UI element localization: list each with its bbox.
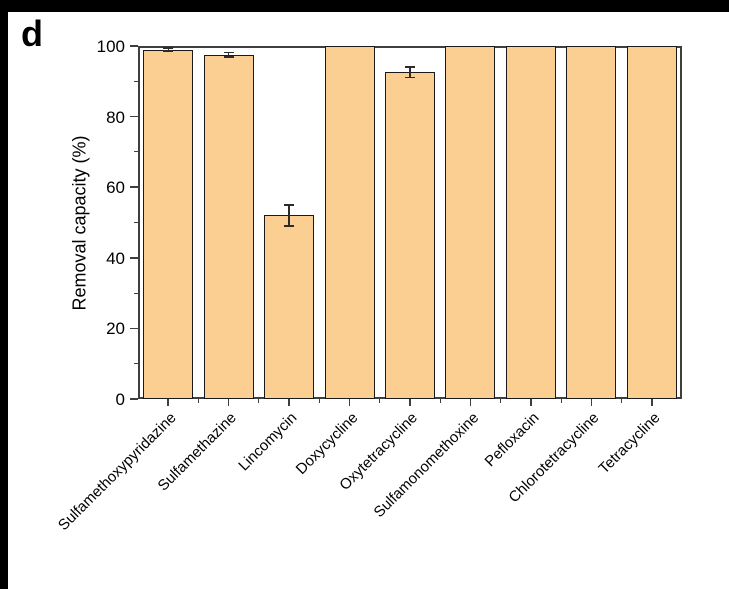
y-axis-tick-label: 40: [106, 248, 125, 268]
x-axis-major-tick: [590, 399, 593, 406]
error-bar-cap: [405, 66, 415, 68]
y-axis-tick-label: 0: [115, 390, 125, 409]
x-axis-major-tick: [530, 399, 532, 406]
error-bar-cap: [163, 47, 174, 49]
bar-doxycycline: [324, 46, 375, 399]
x-axis-major-tick: [409, 399, 411, 406]
x-axis-category-label: Tetracycline: [595, 409, 664, 478]
y-axis-minor-tick: [133, 221, 138, 224]
y-axis-minor-tick: [133, 151, 138, 153]
x-axis-category-label: Sulfamonomethoxine: [370, 409, 482, 521]
x-axis-major-tick: [167, 399, 169, 406]
error-bar-cap: [284, 225, 295, 227]
x-axis-minor-tick: [379, 399, 381, 403]
error-bar: [227, 52, 230, 57]
y-axis-tick-label: 60: [106, 178, 125, 198]
x-axis-category-label: Lincomycin: [235, 409, 301, 475]
x-axis-minor-tick: [318, 399, 320, 403]
bar-chlorotetracycline: [566, 46, 617, 399]
error-bar-cap: [163, 50, 174, 52]
x-axis-minor-tick: [197, 399, 200, 403]
bar-pefloxacin: [505, 46, 556, 399]
y-axis-minor-tick: [133, 292, 138, 294]
x-axis-minor-tick: [560, 399, 562, 403]
y-axis-title: Removal capacity (%): [69, 134, 90, 311]
error-bar-cap: [405, 77, 415, 79]
y-axis-major-tick: [130, 115, 138, 118]
x-axis-major-tick: [288, 399, 290, 406]
y-axis-minor-tick: [133, 363, 138, 365]
x-axis-major-tick: [348, 399, 351, 406]
error-bar: [409, 67, 411, 78]
x-axis-major-tick: [469, 399, 472, 406]
x-axis-minor-tick: [258, 399, 260, 403]
y-axis-major-tick: [130, 257, 138, 259]
bar-sulfamethoxypyridazine: [143, 49, 194, 399]
bar-sulfamonomethoxine: [445, 46, 496, 399]
error-bar: [288, 204, 290, 227]
bar-lincomycin: [264, 215, 315, 399]
error-bar-cap: [284, 204, 295, 206]
x-axis-major-tick: [651, 399, 653, 406]
x-axis-minor-tick: [620, 399, 623, 403]
y-axis-major-tick: [130, 186, 138, 188]
figure-left-border: [0, 0, 8, 589]
error-bar: [167, 48, 169, 51]
x-axis-minor-tick: [439, 399, 441, 403]
y-axis-major-tick: [130, 398, 138, 400]
bar-oxytetracycline: [385, 72, 435, 399]
error-bar-cap: [223, 56, 234, 58]
y-axis-tick-label: 100: [96, 37, 125, 56]
y-axis-major-tick: [130, 327, 138, 330]
y-axis-minor-tick: [133, 80, 138, 82]
error-bar-cap: [223, 52, 234, 54]
y-axis-major-tick: [130, 45, 138, 47]
x-axis-category-label: Pefloxacin: [481, 409, 543, 471]
figure-top-border: [0, 0, 729, 12]
panel-letter-label: d: [21, 13, 43, 54]
bar-tetracycline: [626, 46, 677, 399]
y-axis-tick-label: 80: [106, 107, 125, 127]
x-axis-major-tick: [227, 399, 230, 406]
y-axis-tick-label: 20: [106, 319, 125, 339]
x-axis-category-label: Sulfamethoxypyridazine: [54, 409, 180, 534]
x-axis-minor-tick: [500, 399, 502, 403]
bar-sulfamethazine: [203, 54, 254, 399]
